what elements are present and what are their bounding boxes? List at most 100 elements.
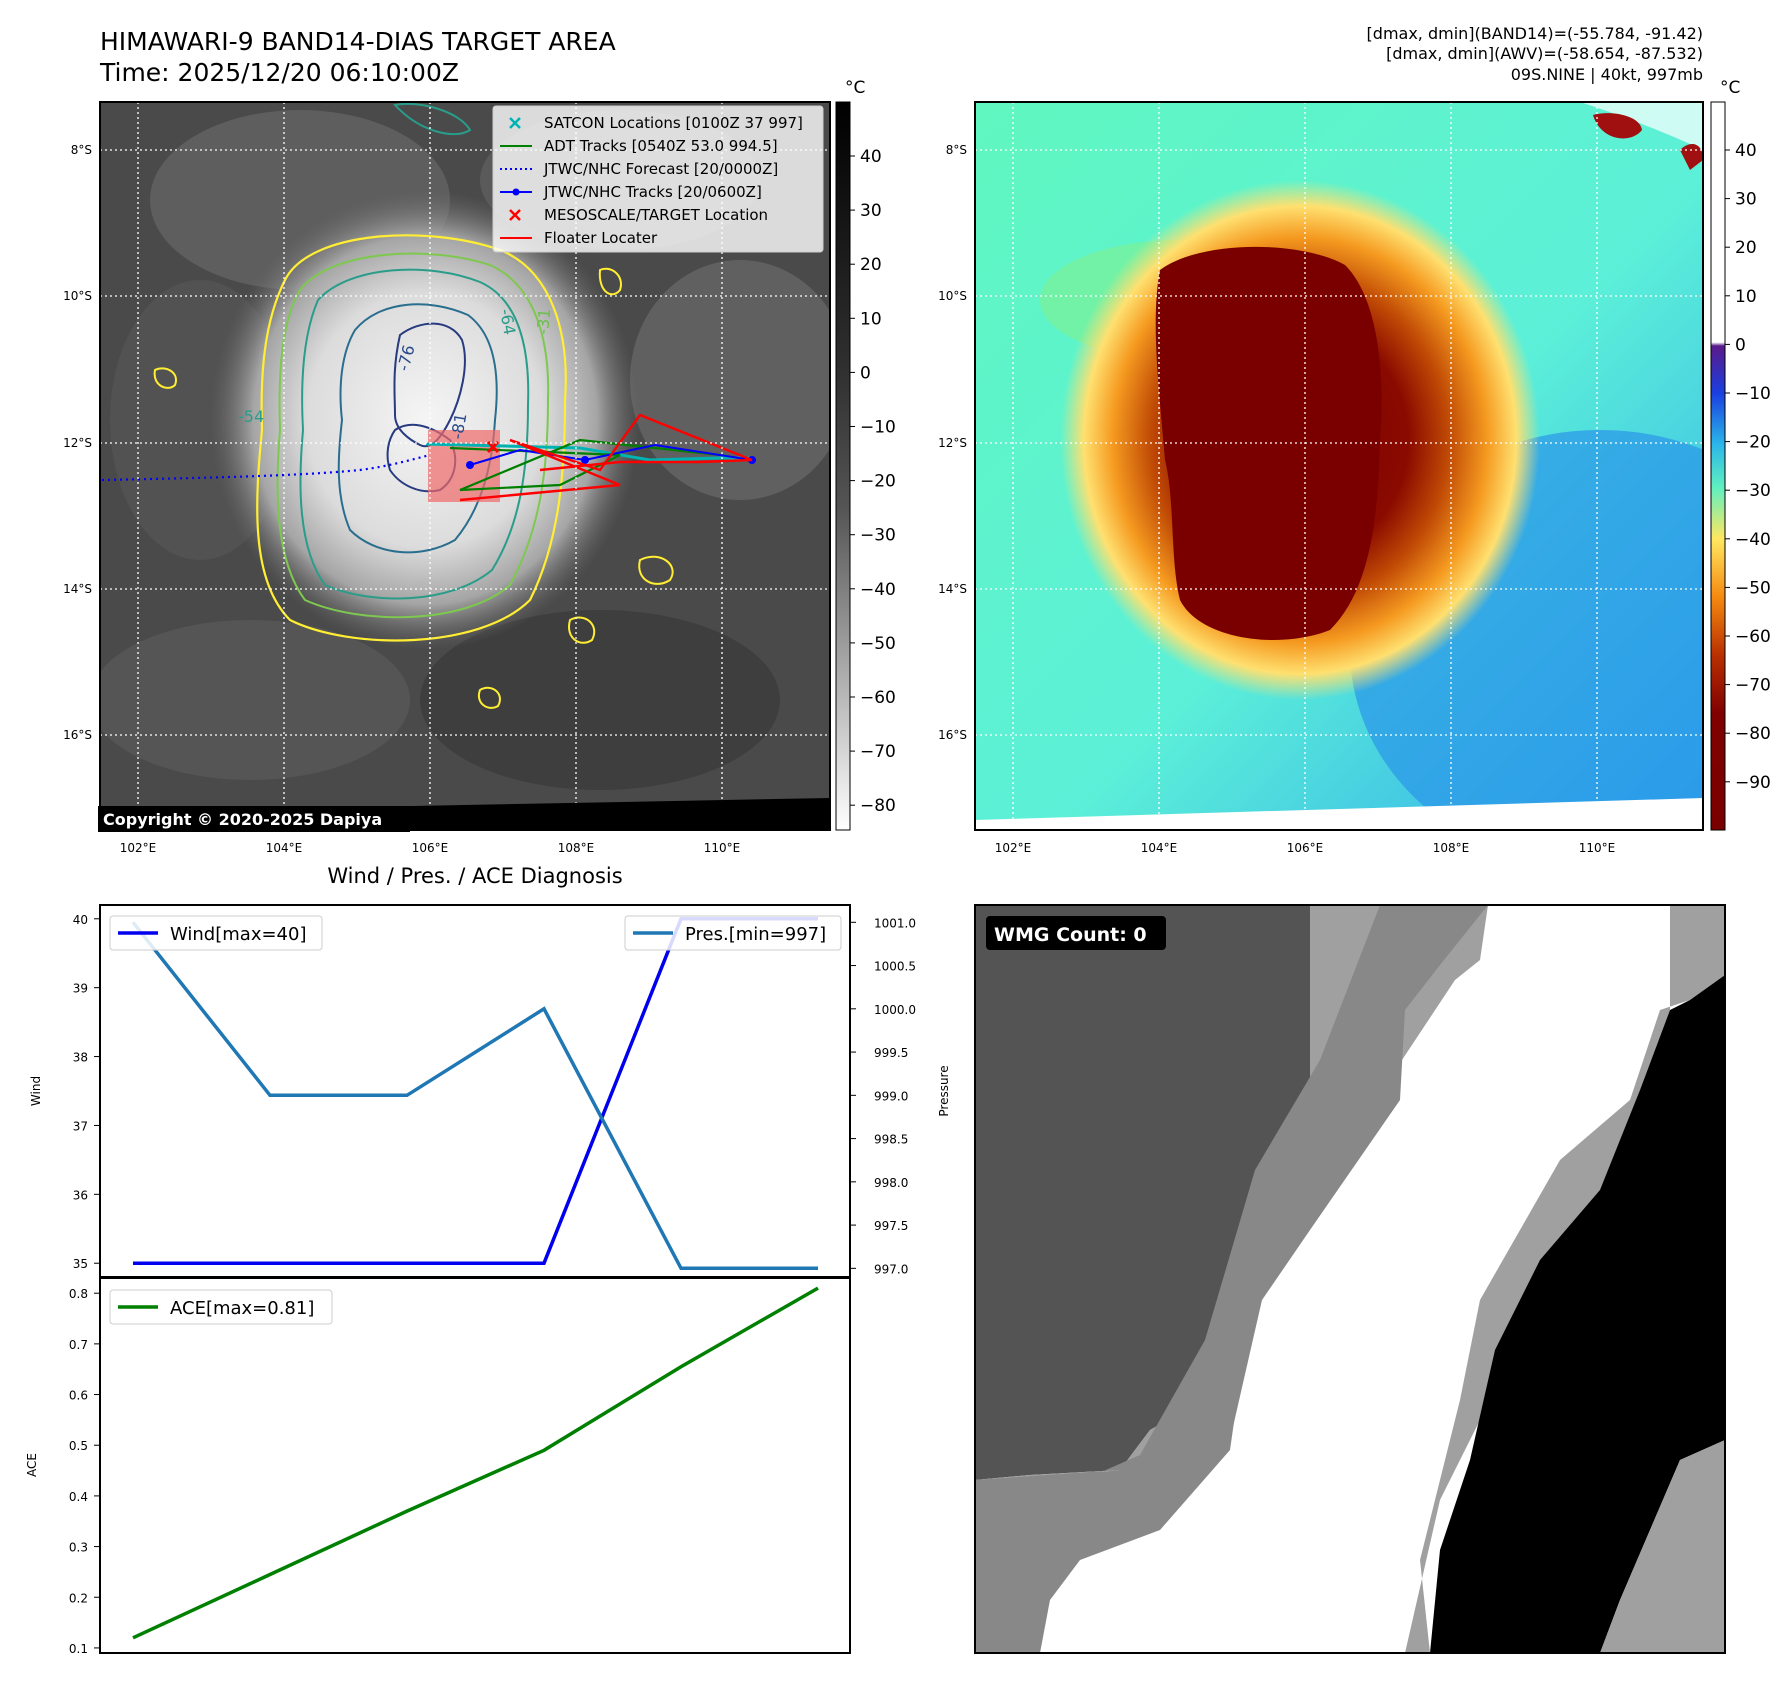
awv-map-panel: [974, 101, 1704, 831]
map-lon-tick: 110°E: [704, 841, 741, 855]
ace-series-line: [132, 1286, 819, 1640]
wind-tick: 36: [73, 1188, 88, 1202]
map-lat-tick: 10°S: [63, 289, 92, 303]
map-legend-entries: SATCON Locations [0100Z 37 997] ADT Track…: [500, 114, 803, 247]
ace-tick: 0.7: [69, 1338, 88, 1352]
colorbar-left-unit: °C: [845, 78, 865, 98]
colorbar-right-bar: [1710, 101, 1726, 831]
ace-axis-label: ACE: [25, 1453, 39, 1477]
pressure-tick: 1000.5: [874, 960, 916, 974]
jtwc-forecast-track: [101, 453, 431, 482]
map-lon-tick: 110°E: [1579, 841, 1616, 855]
colorbar-tick: 0: [1735, 335, 1746, 355]
legend-label: JTWC/NHC Forecast [20/0000Z]: [543, 160, 778, 178]
ace-axes: [99, 1277, 851, 1654]
contour-label-4: -31: [533, 308, 554, 336]
awv-map-grid: [975, 102, 1703, 830]
colorbar-tick: −60: [860, 688, 896, 708]
contour-label-2: -64: [496, 307, 519, 336]
wmg-panel: WMG Count: 0: [974, 904, 1726, 1654]
wmg-region-black: [1430, 975, 1725, 1653]
colorbar-tick: −70: [860, 742, 896, 762]
colorbar-tick: −40: [1735, 530, 1771, 550]
info-storm: 09S.NINE | 40kt, 997mb: [1511, 65, 1703, 84]
ace-legend: [109, 1289, 333, 1325]
map-lon-tick: 106°E: [1287, 841, 1324, 855]
ace-tick: 0.1: [69, 1642, 88, 1656]
map-legend-entry: JTWC/NHC Tracks [20/0600Z]: [500, 183, 762, 201]
legend-label: ADT Tracks [0540Z 53.0 994.5]: [544, 137, 778, 155]
wind-tick: 40: [73, 913, 88, 927]
map-lat-tick: 8°S: [71, 143, 92, 157]
colorbar-left-bar: [835, 101, 851, 831]
pressure-legend: [624, 915, 842, 951]
colorbar-tick: −80: [1735, 724, 1771, 744]
ace-legend-label: ACE[max=0.81]: [170, 1298, 314, 1319]
colorbar-tick: −20: [1735, 433, 1771, 453]
map-lat-tick: 14°S: [63, 582, 92, 596]
diagnosis-title: Wind / Pres. / ACE Diagnosis: [327, 864, 622, 888]
copyright-text: Copyright © 2020-2025 Dapiya: [103, 810, 382, 829]
ace-tick: 0.2: [69, 1591, 88, 1605]
diagnosis-chart: Wind / Pres. / ACE Diagnosis Wind Pressu…: [25, 864, 951, 1656]
contour-blue: [337, 303, 498, 554]
ace-tick: 0.4: [69, 1490, 88, 1504]
pressure-series-line: [131, 921, 818, 1271]
pressure-tick: 1001.0: [874, 916, 916, 930]
legend-label: MESOSCALE/TARGET Location: [544, 206, 768, 224]
colorbar-tick: −40: [860, 580, 896, 600]
pressure-tick: 998.5: [874, 1133, 908, 1147]
colorbar-tick: −80: [860, 796, 896, 816]
colorbar-tick: −90: [1735, 773, 1771, 793]
wmg-frame: [974, 904, 1726, 1654]
wind-tick: 38: [73, 1051, 88, 1065]
figure-title: HIMAWARI-9 BAND14-DIAS TARGET AREA: [100, 27, 616, 56]
colorbar-tick: 40: [1735, 141, 1757, 161]
wmg-count-label: WMG Count: 0: [994, 924, 1147, 946]
map-lat-tick: 8°S: [946, 143, 967, 157]
map-lat-tick: 12°S: [63, 436, 92, 450]
colorbar-tick: −10: [1735, 384, 1771, 404]
pressure-tick: 999.5: [874, 1046, 908, 1060]
wind-tick: 39: [73, 982, 88, 996]
colorbar-tick: −30: [1735, 481, 1771, 501]
copyright-badge: [98, 806, 410, 832]
map-legend-entry: ADT Tracks [0540Z 53.0 994.5]: [500, 137, 778, 155]
map-legend-entry: SATCON Locations [0100Z 37 997]: [509, 114, 803, 132]
map-lon-tick: 108°E: [1433, 841, 1470, 855]
map-lon-tick: 104°E: [266, 841, 303, 855]
colorbar-tick: −60: [1735, 627, 1771, 647]
wmg-count-badge: [986, 916, 1166, 950]
wmg-region-mid: [975, 905, 1488, 1653]
colorbar-tick: 40: [860, 147, 882, 167]
pressure-axis-label: Pressure: [937, 1065, 951, 1116]
pressure-tick: 998.0: [874, 1176, 908, 1190]
awv-map-frame: [974, 101, 1704, 831]
map-lat-tick: 10°S: [938, 289, 967, 303]
colorbar-tick: −10: [860, 418, 896, 438]
wind-tick: 37: [73, 1119, 88, 1133]
pressure-legend-label: Pres.[min=997]: [685, 924, 826, 945]
pressure-tick: 1000.0: [874, 1003, 916, 1017]
wind-legend: [109, 915, 323, 951]
colorbar-tick: 20: [860, 255, 882, 275]
map-lat-tick: 16°S: [63, 728, 92, 742]
map-lon-tick: 104°E: [1141, 841, 1178, 855]
pressure-tick: 999.0: [874, 1089, 908, 1103]
colorbar-tick: 30: [1735, 190, 1757, 210]
map-legend-entry: Floater Locater: [500, 229, 658, 247]
colorbar-tick: 30: [860, 201, 882, 221]
legend-x-marker: [509, 209, 521, 221]
ace-tick: 0.6: [69, 1389, 88, 1403]
contour-label-3: -54: [238, 407, 264, 426]
colorbar-right: °C 40 30 20 10 0 −10 −20 −30 −40 −50 −60 −70 −80 −90: [1710, 78, 1771, 831]
wind-pressure-axes: [99, 904, 851, 1278]
colorbar-right-unit: °C: [1720, 78, 1740, 98]
map-lon-tick: 106°E: [412, 841, 449, 855]
colorbar-tick: −70: [1735, 676, 1771, 696]
colorbar-tick: 20: [1735, 238, 1757, 258]
colorbar-tick: −30: [860, 526, 896, 546]
legend-label: SATCON Locations [0100Z 37 997]: [544, 114, 803, 132]
adt-track: [449, 438, 721, 492]
